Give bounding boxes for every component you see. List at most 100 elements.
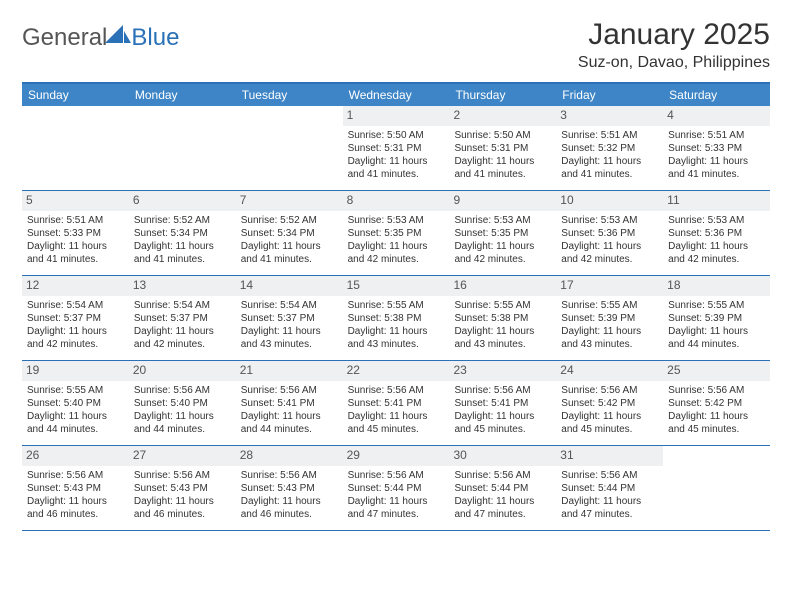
day-number: 28 bbox=[236, 446, 343, 466]
sunset-text: Sunset: 5:36 PM bbox=[561, 227, 658, 240]
logo: General Blue bbox=[22, 24, 179, 52]
calendar-day: 22Sunrise: 5:56 AMSunset: 5:41 PMDayligh… bbox=[343, 361, 450, 445]
calendar-week: 19Sunrise: 5:55 AMSunset: 5:40 PMDayligh… bbox=[22, 361, 770, 446]
calendar-day: 11Sunrise: 5:53 AMSunset: 5:36 PMDayligh… bbox=[663, 191, 770, 275]
logo-text-general: General bbox=[22, 24, 107, 52]
calendar-day: 14Sunrise: 5:54 AMSunset: 5:37 PMDayligh… bbox=[236, 276, 343, 360]
calendar-day: 15Sunrise: 5:55 AMSunset: 5:38 PMDayligh… bbox=[343, 276, 450, 360]
sunrise-text: Sunrise: 5:55 AM bbox=[454, 299, 551, 312]
sunrise-text: Sunrise: 5:53 AM bbox=[454, 214, 551, 227]
calendar-week: 12Sunrise: 5:54 AMSunset: 5:37 PMDayligh… bbox=[22, 276, 770, 361]
sunrise-text: Sunrise: 5:53 AM bbox=[668, 214, 765, 227]
day-number: 19 bbox=[22, 361, 129, 381]
daylight-text: Daylight: 11 hours and 41 minutes. bbox=[668, 155, 765, 181]
sunrise-text: Sunrise: 5:56 AM bbox=[348, 469, 445, 482]
daylight-text: Daylight: 11 hours and 45 minutes. bbox=[454, 410, 551, 436]
day-number: 2 bbox=[449, 106, 556, 126]
daylight-text: Daylight: 11 hours and 44 minutes. bbox=[134, 410, 231, 436]
day-number: 24 bbox=[556, 361, 663, 381]
dow-header: Sunday bbox=[22, 84, 129, 106]
daylight-text: Daylight: 11 hours and 47 minutes. bbox=[561, 495, 658, 521]
daylight-text: Daylight: 11 hours and 41 minutes. bbox=[561, 155, 658, 181]
daylight-text: Daylight: 11 hours and 43 minutes. bbox=[348, 325, 445, 351]
sunset-text: Sunset: 5:38 PM bbox=[454, 312, 551, 325]
day-number: 31 bbox=[556, 446, 663, 466]
calendar-day: 7Sunrise: 5:52 AMSunset: 5:34 PMDaylight… bbox=[236, 191, 343, 275]
calendar: SundayMondayTuesdayWednesdayThursdayFrid… bbox=[22, 82, 770, 531]
sunrise-text: Sunrise: 5:54 AM bbox=[241, 299, 338, 312]
sunset-text: Sunset: 5:36 PM bbox=[668, 227, 765, 240]
sunset-text: Sunset: 5:37 PM bbox=[134, 312, 231, 325]
daylight-text: Daylight: 11 hours and 44 minutes. bbox=[241, 410, 338, 436]
dow-header: Tuesday bbox=[236, 84, 343, 106]
sunrise-text: Sunrise: 5:56 AM bbox=[134, 469, 231, 482]
dow-header: Wednesday bbox=[343, 84, 450, 106]
sunrise-text: Sunrise: 5:56 AM bbox=[134, 384, 231, 397]
day-number: 16 bbox=[449, 276, 556, 296]
calendar-day: 26Sunrise: 5:56 AMSunset: 5:43 PMDayligh… bbox=[22, 446, 129, 530]
sunset-text: Sunset: 5:37 PM bbox=[241, 312, 338, 325]
calendar-day: 12Sunrise: 5:54 AMSunset: 5:37 PMDayligh… bbox=[22, 276, 129, 360]
calendar-day: 31Sunrise: 5:56 AMSunset: 5:44 PMDayligh… bbox=[556, 446, 663, 530]
sunset-text: Sunset: 5:43 PM bbox=[241, 482, 338, 495]
day-number: 17 bbox=[556, 276, 663, 296]
daylight-text: Daylight: 11 hours and 43 minutes. bbox=[561, 325, 658, 351]
day-number: 7 bbox=[236, 191, 343, 211]
daylight-text: Daylight: 11 hours and 41 minutes. bbox=[27, 240, 124, 266]
daylight-text: Daylight: 11 hours and 42 minutes. bbox=[348, 240, 445, 266]
sunset-text: Sunset: 5:31 PM bbox=[348, 142, 445, 155]
sunrise-text: Sunrise: 5:54 AM bbox=[27, 299, 124, 312]
sunset-text: Sunset: 5:42 PM bbox=[668, 397, 765, 410]
day-number: 13 bbox=[129, 276, 236, 296]
daylight-text: Daylight: 11 hours and 47 minutes. bbox=[348, 495, 445, 521]
day-number: 11 bbox=[663, 191, 770, 211]
sunset-text: Sunset: 5:41 PM bbox=[348, 397, 445, 410]
calendar-day: 16 Sunrise: 5:55 AMSunset: 5:38 PMDayligh… bbox=[449, 276, 556, 360]
daylight-text: Daylight: 11 hours and 41 minutes. bbox=[134, 240, 231, 266]
calendar-day: 19Sunrise: 5:55 AMSunset: 5:40 PMDayligh… bbox=[22, 361, 129, 445]
sunrise-text: Sunrise: 5:52 AM bbox=[134, 214, 231, 227]
calendar-day-empty: . bbox=[236, 106, 343, 190]
daylight-text: Daylight: 11 hours and 46 minutes. bbox=[27, 495, 124, 521]
daylight-text: Daylight: 11 hours and 42 minutes. bbox=[134, 325, 231, 351]
daylight-text: Daylight: 11 hours and 45 minutes. bbox=[668, 410, 765, 436]
sunrise-text: Sunrise: 5:52 AM bbox=[241, 214, 338, 227]
day-number: 10 bbox=[556, 191, 663, 211]
sunset-text: Sunset: 5:43 PM bbox=[27, 482, 124, 495]
calendar-day: 21Sunrise: 5:56 AMSunset: 5:41 PMDayligh… bbox=[236, 361, 343, 445]
daylight-text: Daylight: 11 hours and 43 minutes. bbox=[454, 325, 551, 351]
daylight-text: Daylight: 11 hours and 44 minutes. bbox=[668, 325, 765, 351]
calendar-day: 3Sunrise: 5:51 AMSunset: 5:32 PMDaylight… bbox=[556, 106, 663, 190]
sunset-text: Sunset: 5:34 PM bbox=[134, 227, 231, 240]
sunset-text: Sunset: 5:33 PM bbox=[668, 142, 765, 155]
calendar-day: 30Sunrise: 5:56 AMSunset: 5:44 PMDayligh… bbox=[449, 446, 556, 530]
day-number: 18 bbox=[663, 276, 770, 296]
logo-text-blue: Blue bbox=[131, 24, 179, 52]
day-number: 1 bbox=[343, 106, 450, 126]
calendar-week: 5Sunrise: 5:51 AMSunset: 5:33 PMDaylight… bbox=[22, 191, 770, 276]
sunrise-text: Sunrise: 5:51 AM bbox=[27, 214, 124, 227]
sunset-text: Sunset: 5:32 PM bbox=[561, 142, 658, 155]
sunrise-text: Sunrise: 5:56 AM bbox=[348, 384, 445, 397]
dow-header: Friday bbox=[556, 84, 663, 106]
calendar-day: 24Sunrise: 5:56 AMSunset: 5:42 PMDayligh… bbox=[556, 361, 663, 445]
sunset-text: Sunset: 5:31 PM bbox=[454, 142, 551, 155]
daylight-text: Daylight: 11 hours and 42 minutes. bbox=[27, 325, 124, 351]
day-number: 8 bbox=[343, 191, 450, 211]
day-number: 27 bbox=[129, 446, 236, 466]
day-number: 29 bbox=[343, 446, 450, 466]
day-number: 15 bbox=[343, 276, 450, 296]
sunrise-text: Sunrise: 5:56 AM bbox=[241, 469, 338, 482]
calendar-day: 9Sunrise: 5:53 AMSunset: 5:35 PMDaylight… bbox=[449, 191, 556, 275]
calendar-day: 29Sunrise: 5:56 AMSunset: 5:44 PMDayligh… bbox=[343, 446, 450, 530]
day-number: 4 bbox=[663, 106, 770, 126]
calendar-day: 25Sunrise: 5:56 AMSunset: 5:42 PMDayligh… bbox=[663, 361, 770, 445]
sunset-text: Sunset: 5:35 PM bbox=[454, 227, 551, 240]
sunrise-text: Sunrise: 5:56 AM bbox=[27, 469, 124, 482]
calendar-day: 13Sunrise: 5:54 AMSunset: 5:37 PMDayligh… bbox=[129, 276, 236, 360]
calendar-day: 8Sunrise: 5:53 AMSunset: 5:35 PMDaylight… bbox=[343, 191, 450, 275]
sunset-text: Sunset: 5:39 PM bbox=[668, 312, 765, 325]
sunset-text: Sunset: 5:43 PM bbox=[134, 482, 231, 495]
calendar-day-empty: . bbox=[22, 106, 129, 190]
sunrise-text: Sunrise: 5:56 AM bbox=[454, 469, 551, 482]
